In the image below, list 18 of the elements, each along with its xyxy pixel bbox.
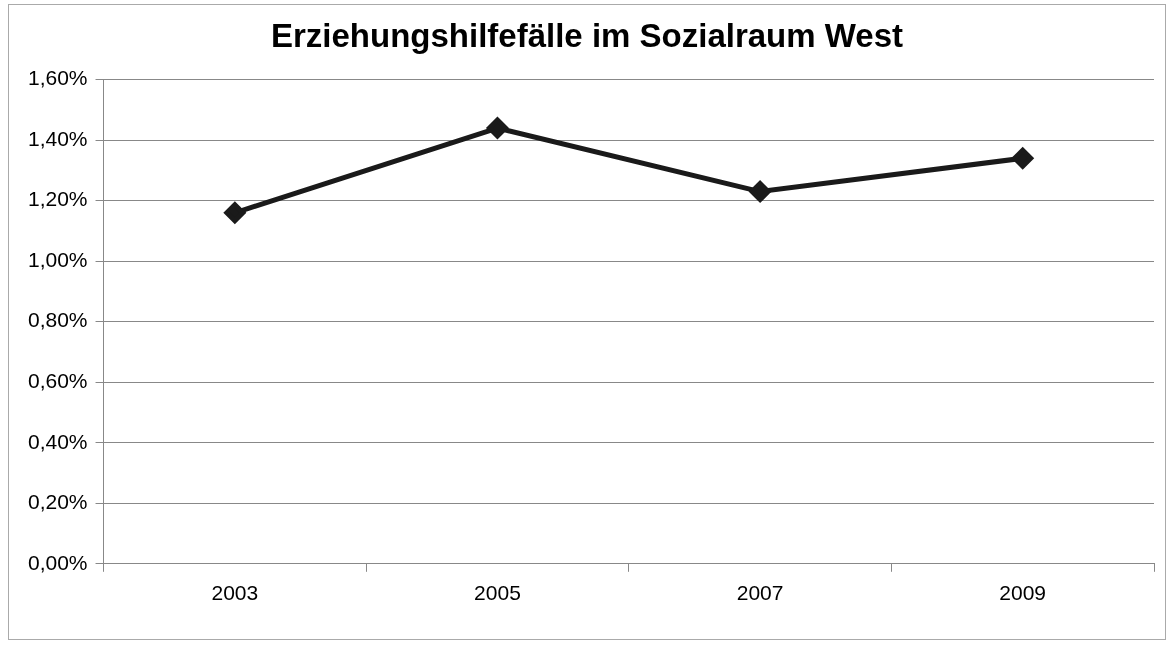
y-tick-label: 1,40% — [28, 126, 88, 150]
point — [224, 202, 246, 224]
point — [486, 117, 508, 139]
y-tick-label: 1,00% — [28, 247, 88, 271]
chart-title: Erziehungshilfefälle im Sozialraum West — [270, 16, 904, 54]
x-tick-label: 2003 — [211, 581, 259, 605]
point — [749, 181, 771, 203]
point — [1012, 147, 1034, 169]
x-tick-label: 2007 — [736, 581, 784, 605]
y-tick-label: 0,60% — [28, 369, 88, 393]
y-tick-label: 1,20% — [28, 187, 88, 211]
y-tick-label: 0,40% — [28, 429, 88, 453]
y-tick-label: 0,00% — [28, 550, 88, 574]
x-tick-label: 2009 — [999, 581, 1047, 605]
x-tick-label: 2005 — [474, 581, 521, 605]
y-tick-label: 1,60% — [28, 66, 88, 90]
y-tick-label: 0,80% — [28, 308, 88, 332]
y-tick-label: 0,20% — [28, 490, 88, 514]
